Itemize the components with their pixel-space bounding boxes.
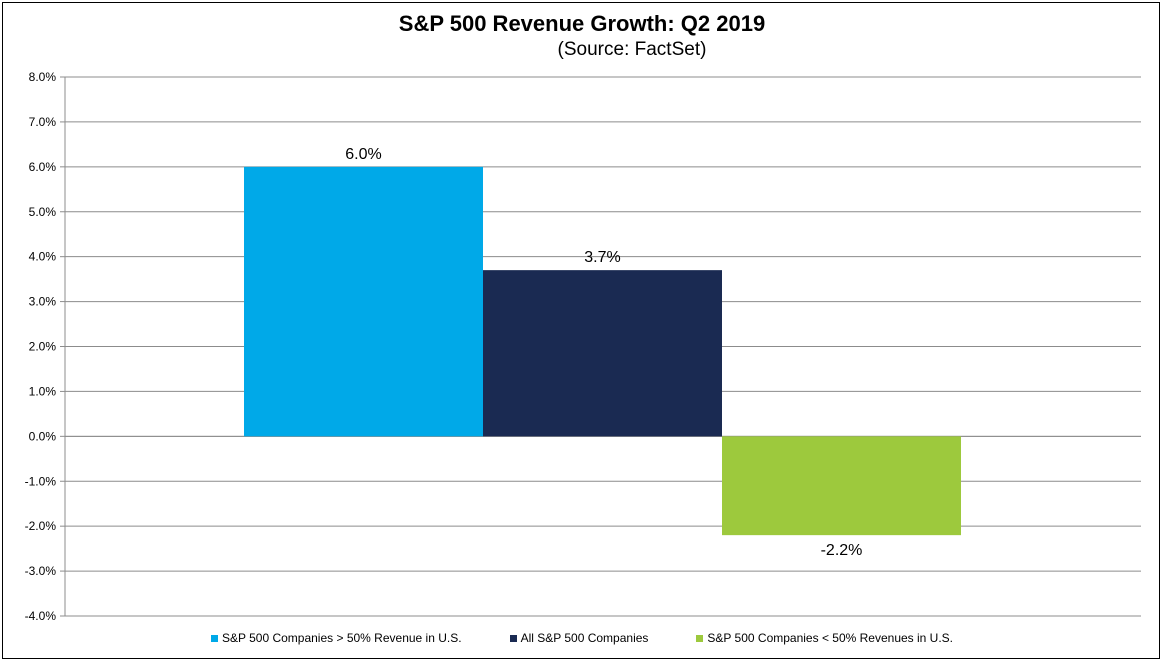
legend-swatch [696, 634, 704, 642]
legend-label: S&P 500 Companies > 50% Revenue in U.S. [221, 631, 462, 645]
bar [244, 166, 483, 437]
y-tick-label: 6.0% [29, 160, 57, 174]
y-tick-label: -3.0% [25, 564, 57, 578]
y-tick-label: 8.0% [29, 70, 57, 84]
y-tick-label: -4.0% [25, 609, 57, 623]
legend-swatch [509, 634, 517, 642]
legend-label: All S&P 500 Companies [520, 631, 649, 645]
y-tick-label: 0.0% [29, 429, 57, 443]
bar [722, 436, 961, 536]
data-label: -2.2% [821, 542, 863, 559]
y-tick-label: -2.0% [25, 519, 57, 533]
chart-title: S&P 500 Revenue Growth: Q2 2019 [398, 11, 766, 36]
legend-item: All S&P 500 Companies [509, 631, 649, 645]
data-label: 3.7% [584, 249, 620, 266]
chart-plot: 8.0% 7.0% 6.0% 5.0% 4.0% 3.0% 2.0% 1.0% 0.0% -1.0… [25, 70, 1141, 623]
chart-legend: S&P 500 Companies > 50% Revenue in U.S. … [3, 631, 1161, 645]
y-tick-label: 1.0% [29, 384, 57, 398]
y-tick-label: 7.0% [29, 115, 57, 129]
bar [483, 270, 722, 437]
legend-swatch [210, 634, 218, 642]
legend-item: S&P 500 Companies < 50% Revenues in U.S. [696, 631, 953, 645]
y-tick-label: -1.0% [25, 474, 57, 488]
legend-label: S&P 500 Companies < 50% Revenues in U.S. [707, 631, 954, 645]
data-label: 6.0% [345, 146, 381, 163]
y-tick-label: 3.0% [29, 295, 57, 309]
legend-item: S&P 500 Companies > 50% Revenue in U.S. [210, 631, 462, 645]
y-tick-label: 5.0% [29, 205, 57, 219]
chart-subtitle: (Source: FactSet) [557, 39, 707, 60]
y-tick-label: 4.0% [29, 250, 57, 264]
y-tick-label: 2.0% [29, 340, 57, 354]
